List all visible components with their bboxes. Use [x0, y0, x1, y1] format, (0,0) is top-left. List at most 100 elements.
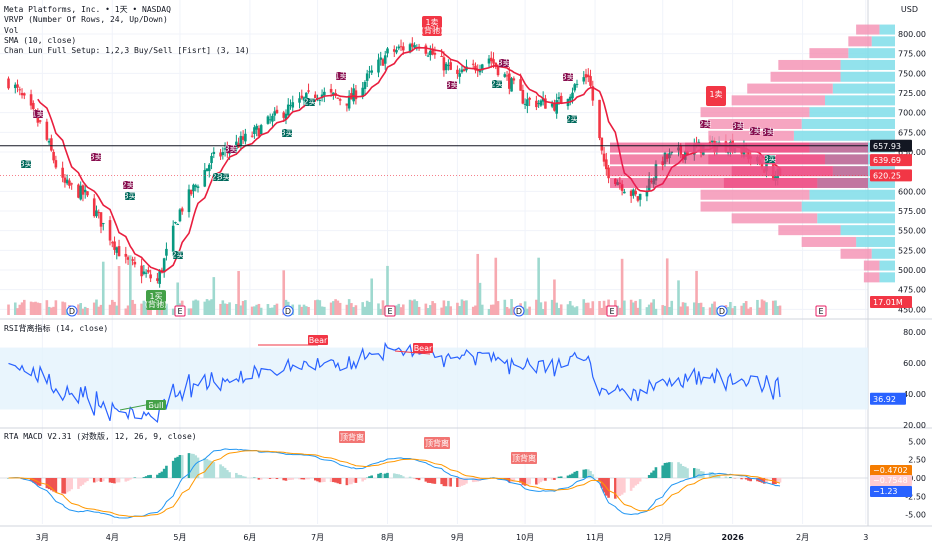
macd-histogram-bar	[762, 478, 766, 484]
macd-histogram-bar	[68, 478, 71, 492]
candle-body	[101, 223, 105, 225]
candle-body	[171, 225, 175, 252]
macd-badge-label: −1.23	[873, 487, 898, 496]
signal-line	[8, 450, 781, 517]
time-axis-label: 6月	[243, 533, 256, 542]
vrvp-down-bar	[731, 95, 825, 106]
big-sell-label: (背驰)	[421, 25, 443, 35]
candle-body	[323, 91, 326, 96]
volume-bar	[424, 303, 428, 315]
candle-body	[489, 57, 493, 62]
volume-bar	[255, 304, 258, 315]
candle-body	[257, 128, 261, 137]
macd-title[interactable]: RTA MACD V2.31 (对数版, 12, 26, 9, close)	[4, 432, 197, 441]
volume-bar	[510, 299, 513, 315]
macd-histogram-bar	[711, 472, 714, 478]
macd-histogram-bar	[347, 478, 351, 485]
macd-histogram-bar	[449, 478, 452, 487]
candle-body	[110, 242, 114, 244]
volume-bar	[298, 304, 301, 315]
volume-bar	[760, 299, 764, 315]
candle-body	[433, 52, 437, 55]
buy-marker	[219, 173, 229, 181]
candle-body	[638, 193, 642, 200]
volume-bar	[444, 306, 448, 315]
volume-bar	[352, 307, 355, 315]
candle-body	[401, 46, 405, 51]
volume-bar	[417, 306, 421, 315]
legend-vol[interactable]: Vol	[4, 26, 19, 35]
buy-marker-label: 2买	[303, 98, 316, 107]
macd-histogram-bar	[65, 478, 69, 493]
legend-vrvp[interactable]: VRVP (Number Of Rows, 24, Up/Down)	[4, 15, 168, 24]
candle-body	[99, 212, 103, 227]
vrvp-profile	[610, 24, 895, 283]
candle-body	[336, 97, 340, 99]
candle-body	[133, 261, 137, 265]
volume-bar	[411, 300, 414, 315]
legend-chanlun[interactable]: Chan Lun Full Setup: 1,2,3 Buy/Sell [Fis…	[4, 46, 250, 55]
candle-body	[332, 92, 335, 95]
candle-body	[505, 75, 509, 77]
time-axis-label: 5月	[173, 533, 186, 542]
volume-bar	[697, 303, 701, 315]
macd-histogram-bar	[368, 476, 371, 478]
currency-label[interactable]: USD	[900, 5, 918, 14]
volume-bar	[623, 300, 626, 315]
volume-bar	[555, 302, 558, 315]
candle-body	[79, 185, 82, 200]
volume-bar	[370, 278, 374, 315]
candle-body	[239, 135, 243, 146]
volume-bar	[681, 302, 685, 315]
price-badge-label: 620.25	[873, 171, 901, 180]
candle-body	[568, 96, 572, 101]
macd-histogram-bar	[523, 478, 527, 486]
candle-body	[149, 274, 152, 279]
rsi-divergence-line	[119, 402, 157, 411]
volume-bar	[647, 304, 651, 315]
volume-bar	[52, 306, 55, 315]
candle-body	[192, 184, 195, 192]
macd-histogram-bar	[670, 462, 674, 478]
rsi-title[interactable]: RSI背离指标 (14, close)	[4, 324, 109, 333]
sell-marker-label: 3卖	[497, 59, 510, 68]
sell-marker-label: 3卖	[761, 128, 774, 137]
price-tick-label: 550.00	[898, 227, 926, 236]
price-tick-label: 775.00	[898, 50, 926, 59]
macd-histogram-bar	[108, 478, 112, 483]
volume-bar	[677, 280, 680, 315]
macd-histogram-bar	[717, 475, 721, 478]
macd-histogram-bar	[189, 453, 193, 478]
macd-histogram-bar	[426, 478, 430, 483]
candle-body	[131, 259, 134, 261]
volume-bar	[465, 300, 468, 315]
macd-histogram-bar	[221, 466, 225, 478]
macd-histogram-bar	[282, 478, 286, 481]
macd-histogram-bar	[110, 478, 114, 483]
big-sell-label: 1卖	[425, 18, 438, 27]
volume-bar	[275, 303, 279, 315]
dividend-marker	[66, 305, 78, 317]
candle-body	[634, 190, 637, 195]
volume-bar	[600, 307, 604, 315]
macd-histogram-bar	[273, 478, 277, 479]
macd-divergence-tag	[511, 452, 537, 464]
sell-marker	[226, 145, 236, 153]
legend-sma[interactable]: SMA (10, close)	[4, 36, 77, 45]
candle-body	[361, 87, 364, 97]
macd-histogram-bar	[471, 478, 475, 483]
candle-body	[440, 56, 443, 58]
volume-bar	[566, 304, 570, 315]
volume-bar	[440, 307, 443, 315]
vrvp-down-bar	[863, 260, 880, 271]
volume-bar	[129, 255, 132, 315]
macd-tick-label: 5.00	[908, 437, 926, 446]
macd-histogram-bar	[316, 478, 319, 482]
macd-histogram-bar	[370, 475, 374, 478]
macd-histogram-bar	[259, 478, 263, 480]
macd-histogram-bar	[465, 478, 468, 484]
sell-marker-label: 3卖	[445, 81, 458, 90]
buy-marker	[173, 251, 183, 259]
candle-body	[392, 49, 396, 52]
